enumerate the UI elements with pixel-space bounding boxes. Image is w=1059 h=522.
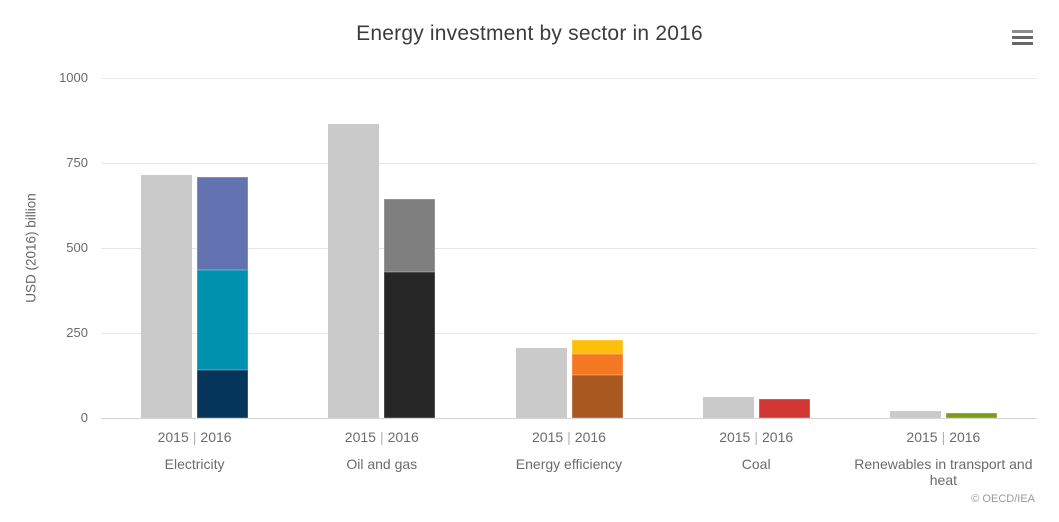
bar-2016-2-segment-1[interactable] (571, 353, 623, 375)
group-year-labels: 2015 | 2016 (288, 429, 475, 445)
y-tick-label: 750 (66, 155, 88, 170)
bar-2016-3-segment-0[interactable] (758, 399, 810, 418)
bar-2016-0-segment-1[interactable] (197, 270, 249, 371)
bar-2015-2[interactable] (515, 347, 567, 418)
chart-title: Energy investment by sector in 2016 (356, 22, 703, 45)
bar-2015-4[interactable] (889, 410, 941, 418)
bar-2016-0-segment-2[interactable] (197, 176, 249, 271)
year-2015-label: 2015 (344, 429, 376, 445)
gridline-250 (101, 332, 1037, 334)
year-2016-label: 2016 (949, 429, 981, 445)
bar-2016-1-segment-0[interactable] (384, 271, 436, 418)
category-label-2: Energy efficiency (515, 456, 623, 472)
year-separator: | (192, 429, 197, 445)
year-separator: | (567, 429, 571, 445)
gridline-750 (101, 162, 1037, 164)
plot-area (101, 77, 1037, 419)
bar-2016-4-segment-0[interactable] (945, 412, 997, 418)
group-year-labels: 2015 | 2016 (850, 429, 1037, 445)
year-2015-label: 2015 (906, 429, 938, 445)
year-2015-label: 2015 (532, 429, 564, 445)
year-2016-label: 2016 (200, 429, 232, 445)
gridline-500 (101, 247, 1037, 249)
year-2015-label: 2015 (719, 429, 751, 445)
y-tick-label: 0 (80, 410, 88, 425)
bar-2016-0-segment-0[interactable] (197, 370, 249, 418)
bar-2015-0[interactable] (141, 174, 193, 418)
category-label-1: Oil and gas (346, 456, 418, 472)
category-label-0: Electricity (164, 456, 225, 472)
credits: © OECD/IEA (971, 493, 1035, 505)
bar-2015-3[interactable] (702, 396, 754, 418)
hamburger-menu-icon (1012, 30, 1034, 45)
year-2016-label: 2016 (762, 429, 794, 445)
group-year-labels: 2015 | 2016 (663, 429, 850, 445)
year-2016-label: 2016 (574, 429, 606, 445)
bar-2015-1[interactable] (328, 123, 380, 418)
year-separator: | (754, 429, 758, 445)
gridline-1000 (101, 77, 1037, 79)
category-label-4: Renewables in transport and heat (854, 456, 1033, 488)
y-tick-label: 500 (66, 240, 88, 255)
year-2015-label: 2015 (157, 429, 189, 445)
gridline-0 (101, 417, 1037, 419)
year-2016-label: 2016 (387, 429, 419, 445)
chart-context-menu-button[interactable] (1011, 28, 1035, 50)
group-year-labels: 2015 | 2016 (475, 429, 662, 445)
y-tick-label: 1000 (59, 70, 88, 85)
year-separator: | (379, 429, 384, 445)
y-tick-label: 250 (66, 325, 88, 340)
group-year-labels: 2015 | 2016 (101, 429, 288, 445)
category-label-3: Coal (741, 456, 771, 472)
bar-2016-2-segment-0[interactable] (571, 374, 623, 418)
bar-2016-1-segment-1[interactable] (384, 198, 436, 272)
year-separator: | (941, 429, 946, 445)
bar-2016-2-segment-2[interactable] (571, 340, 623, 354)
